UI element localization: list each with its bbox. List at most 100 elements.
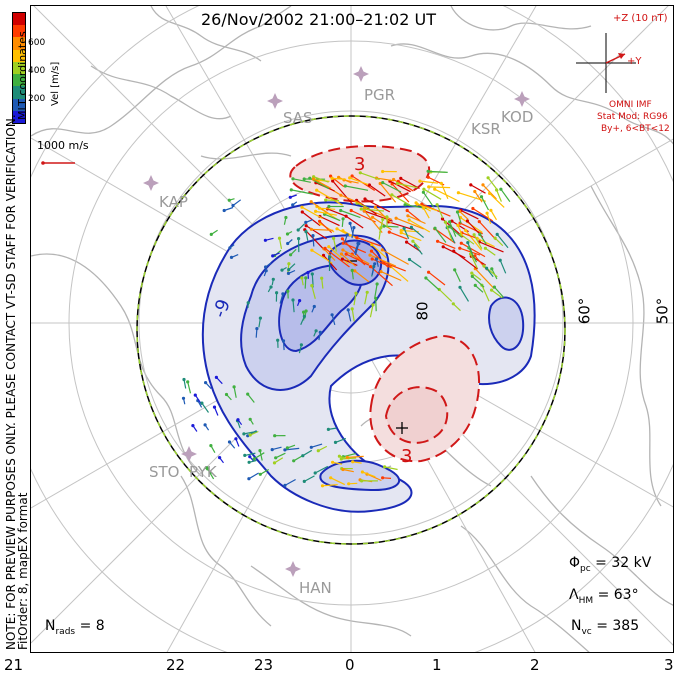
velocity-vector [315, 210, 337, 216]
vector-origin-dot [302, 314, 306, 318]
radar-station-marker [353, 66, 369, 82]
velocity-vector [342, 249, 370, 265]
vector-origin-dot [214, 375, 218, 379]
velocity-vector [311, 285, 316, 299]
vector-origin-dot [302, 177, 306, 181]
colorbar-cell [13, 74, 25, 87]
vector-origin-dot [327, 245, 331, 249]
velocity-vector [322, 484, 338, 487]
vector-origin-dot [285, 446, 289, 450]
vector-origin-dot [486, 176, 490, 180]
vector-origin-dot [345, 233, 349, 237]
vector-origin-dot [420, 202, 424, 206]
vector-origin-dot [317, 206, 322, 210]
velocity-vector [201, 402, 209, 413]
velocity-vector [243, 430, 258, 435]
vector-origin-dot [337, 454, 341, 458]
vector-origin-dot [246, 392, 250, 396]
vector-origin-dot [227, 440, 232, 444]
vector-origin-dot [433, 226, 437, 230]
velocity-vector [369, 254, 397, 267]
vector-origin-dot [375, 282, 379, 286]
vector-origin-dot [459, 241, 463, 245]
vector-origin-dot [368, 253, 372, 257]
velocity-vector [382, 182, 402, 193]
velocity-vector [345, 253, 370, 266]
velocity-vector [474, 191, 483, 203]
velocity-vector [311, 228, 334, 231]
radar-station-marker [267, 93, 283, 109]
vector-origin-dot [441, 245, 445, 249]
vector-origin-dot [283, 483, 287, 487]
velocity-vector [434, 227, 447, 243]
velocity-vector [459, 210, 469, 220]
velocity-vector [500, 188, 511, 203]
vector-origin-dot [371, 303, 375, 307]
vector-origin-dot [288, 195, 292, 199]
velocity-vector [437, 240, 456, 249]
velocity-vector [284, 478, 296, 486]
vector-origin-dot [299, 343, 303, 347]
vector-origin-dot [270, 448, 274, 452]
vector-origin-dot [301, 454, 305, 458]
vector-origin-dot [243, 453, 247, 457]
velocity-vector [349, 177, 369, 186]
map-title: 26/Nov/2002 21:00–21:02 UT [201, 10, 436, 29]
vector-origin-dot [473, 283, 477, 287]
velocity-vector [319, 207, 336, 210]
vector-origin-dot [447, 225, 451, 229]
vector-origin-dot [264, 265, 268, 269]
station-label-han: HAN [299, 579, 332, 597]
velocity-vector [378, 227, 382, 240]
station-label-kod: KOD [501, 108, 534, 126]
vector-origin-dot [483, 246, 487, 250]
velocity-vector [457, 225, 463, 237]
vector-origin-dot [291, 298, 295, 302]
velocity-vector [459, 247, 481, 256]
velocity-vector [361, 208, 385, 212]
vector-origin-dot [481, 183, 485, 187]
velocity-vector [244, 452, 256, 456]
velocity-vector [479, 234, 487, 245]
vector-origin-dot [409, 225, 413, 229]
vector-origin-dot [263, 238, 267, 242]
vector-origin-dot [403, 203, 407, 207]
colorbar-cell [13, 25, 25, 38]
velocity-vector [301, 211, 321, 227]
vector-origin-dot [283, 448, 287, 452]
station-label-ksr: KSR [471, 120, 501, 138]
vector-origin-dot [326, 427, 330, 431]
vector-origin-dot [455, 210, 460, 214]
vector-origin-dot [378, 181, 382, 186]
vector-origin-dot [382, 224, 386, 228]
vector-origin-dot [193, 393, 197, 397]
vector-origin-dot [274, 456, 278, 460]
velocity-vector [347, 309, 352, 322]
vector-origin-dot [206, 467, 210, 471]
vector-origin-dot [255, 327, 259, 331]
velocity-vector [380, 271, 402, 282]
vector-origin-dot [374, 296, 378, 300]
velocity-vector [332, 180, 354, 205]
vector-origin-dot [458, 246, 462, 250]
vector-origin-dot [405, 240, 409, 244]
vector-origin-dot [456, 191, 460, 195]
vector-origin-dot [310, 284, 314, 288]
vector-origin-dot [300, 205, 304, 209]
vector-origin-dot [479, 195, 484, 199]
lat-label-80: 80 [413, 301, 432, 321]
vector-origin-dot [380, 248, 384, 252]
vector-origin-dot [229, 255, 234, 259]
vector-scale-label: 1000 m/s [37, 139, 89, 152]
n-vc-value: = 385 [596, 618, 640, 634]
vector-origin-dot [452, 249, 456, 253]
velocity-vector [400, 177, 420, 190]
velocity-vector [331, 314, 336, 326]
vector-origin-dot [485, 211, 489, 215]
velocity-vector [272, 446, 282, 451]
vector-origin-dot [346, 308, 350, 312]
vector-origin-dot [246, 434, 250, 438]
mlt-tick-2: 2 [530, 656, 540, 674]
velocity-vector [207, 468, 215, 480]
vector-origin-dot [411, 239, 415, 243]
